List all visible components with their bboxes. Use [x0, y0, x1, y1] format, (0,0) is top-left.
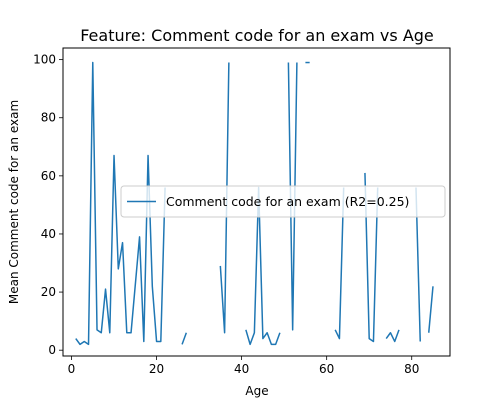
- x-tick-label: 20: [149, 362, 164, 376]
- y-tick-label: 0: [48, 343, 56, 357]
- x-axis: 0 20 40 60 80: [68, 356, 419, 376]
- series-line-segment: [364, 172, 379, 343]
- chart-title: Feature: Comment code for an exam vs Age: [80, 26, 434, 45]
- y-tick-label: 40: [41, 227, 56, 241]
- series-line-segment: [245, 186, 281, 346]
- plot-area: [75, 61, 434, 346]
- y-tick-label: 60: [41, 169, 56, 183]
- series-line-segment: [385, 329, 400, 343]
- axes-frame: [62, 47, 451, 357]
- x-tick-label: 60: [319, 362, 334, 376]
- x-axis-label: Age: [245, 384, 268, 398]
- y-axis: 0 20 40 60 80 100: [33, 53, 63, 357]
- legend[interactable]: Comment code for an exam (R2=0.25): [120, 185, 446, 218]
- series-line-segment: [334, 187, 345, 340]
- series-line-segment: [75, 61, 166, 346]
- legend-label: Comment code for an exam (R2=0.25): [166, 194, 409, 209]
- y-tick-label: 20: [41, 285, 56, 299]
- y-tick-label: 100: [33, 53, 56, 67]
- y-tick-label: 80: [41, 111, 56, 125]
- x-tick-label: 40: [234, 362, 249, 376]
- y-axis-label: Mean Comment code for an exam: [7, 100, 21, 304]
- series-line-segment: [287, 62, 298, 331]
- series-line-segment: [427, 286, 434, 333]
- x-tick-label: 80: [404, 362, 419, 376]
- legend-box: [120, 185, 446, 218]
- series-line-segment: [181, 332, 188, 345]
- x-tick-label: 0: [68, 362, 76, 376]
- series-line-segment: [219, 62, 230, 334]
